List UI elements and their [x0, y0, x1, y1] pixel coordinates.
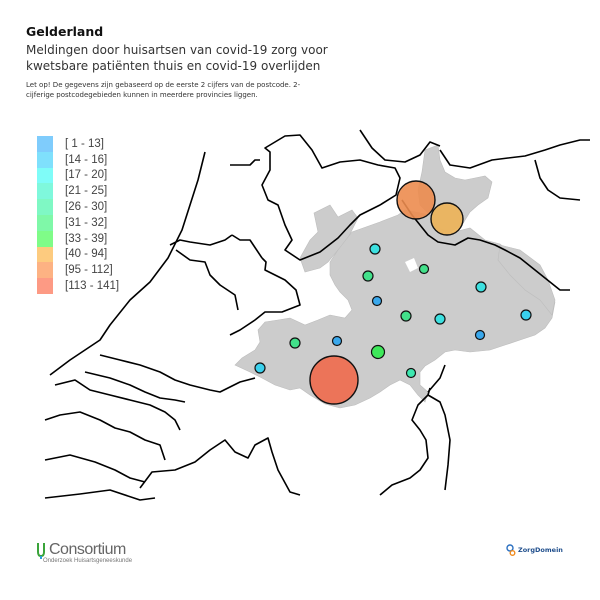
consortium-logo-icon — [37, 543, 45, 559]
legend-label: [40 - 94] — [65, 248, 108, 261]
legend-label: [95 - 112] — [65, 264, 113, 277]
legend-item: [21 - 25] — [37, 183, 119, 200]
zorgdomein-logo-icon — [506, 544, 516, 556]
postcode-marker[interactable] — [405, 367, 417, 379]
legend-item: [113 - 141] — [37, 278, 119, 294]
legend-item: [17 - 20] — [37, 167, 119, 184]
map-note: Let op! De gegevens zijn gebaseerd op de… — [26, 81, 301, 99]
legend-swatch — [37, 151, 53, 168]
legend-label: [33 - 39] — [65, 232, 108, 245]
legend-swatch — [37, 199, 53, 215]
zorgdomein-text: ZorgDomein — [518, 546, 563, 554]
postcode-marker[interactable] — [520, 309, 532, 321]
consortium-name: Consortium — [49, 541, 126, 558]
postcode-marker[interactable] — [418, 263, 430, 275]
gelderland-region — [234, 144, 556, 409]
postcode-marker[interactable] — [430, 202, 464, 236]
postcode-marker[interactable] — [400, 310, 412, 322]
legend-item: [33 - 39] — [37, 230, 119, 247]
postcode-marker[interactable] — [309, 355, 359, 405]
postcode-marker[interactable] — [474, 329, 486, 341]
legend-label: [ 1 - 13] — [65, 137, 104, 150]
legend-swatch — [37, 278, 53, 294]
postcode-marker[interactable] — [475, 281, 487, 293]
legend-item: [95 - 112] — [37, 262, 119, 279]
postcode-marker[interactable] — [371, 295, 383, 307]
consortium-logo: Consortium Onderzoek Huisartsgeneeskunde — [36, 542, 132, 564]
marker-layer — [254, 180, 532, 405]
legend-item: [31 - 32] — [37, 214, 119, 231]
legend-swatch — [37, 246, 53, 263]
legend-label: [21 - 25] — [65, 185, 108, 198]
postcode-marker[interactable] — [396, 180, 436, 220]
zorgdomein-logo: ZorgDomein — [506, 544, 563, 556]
legend-label: [26 - 30] — [65, 201, 108, 214]
legend-swatch — [37, 230, 53, 247]
legend: [ 1 - 13] [14 - 16] [17 - 20] [21 - 25] [26 … — [37, 136, 119, 294]
legend-swatch — [37, 167, 53, 184]
province-borders — [44, 129, 590, 501]
postcode-marker[interactable] — [369, 243, 381, 255]
legend-item: [26 - 30] — [37, 199, 119, 215]
map-title: Gelderland — [26, 24, 104, 39]
postcode-marker[interactable] — [254, 362, 266, 374]
legend-swatch — [37, 136, 53, 152]
legend-item: [40 - 94] — [37, 246, 119, 263]
legend-swatch — [37, 262, 53, 279]
postcode-marker[interactable] — [362, 270, 374, 282]
postcode-marker[interactable] — [331, 335, 343, 347]
consortium-subtitle: Onderzoek Huisartsgeneeskunde — [43, 558, 133, 564]
lake-shape — [405, 258, 418, 272]
postcode-marker[interactable] — [289, 337, 301, 349]
legend-swatch — [37, 214, 53, 231]
legend-label: [17 - 20] — [65, 169, 108, 182]
legend-label: [14 - 16] — [65, 153, 108, 166]
postcode-marker[interactable] — [370, 344, 386, 360]
legend-swatch — [37, 183, 53, 200]
legend-label: [31 - 32] — [65, 216, 108, 229]
legend-item: [ 1 - 13] — [37, 136, 119, 152]
postcode-marker[interactable] — [434, 313, 446, 325]
map-subtitle: Meldingen door huisartsen van covid-19 z… — [26, 43, 328, 73]
legend-label: [113 - 141] — [65, 280, 120, 293]
legend-item: [14 - 16] — [37, 151, 119, 168]
